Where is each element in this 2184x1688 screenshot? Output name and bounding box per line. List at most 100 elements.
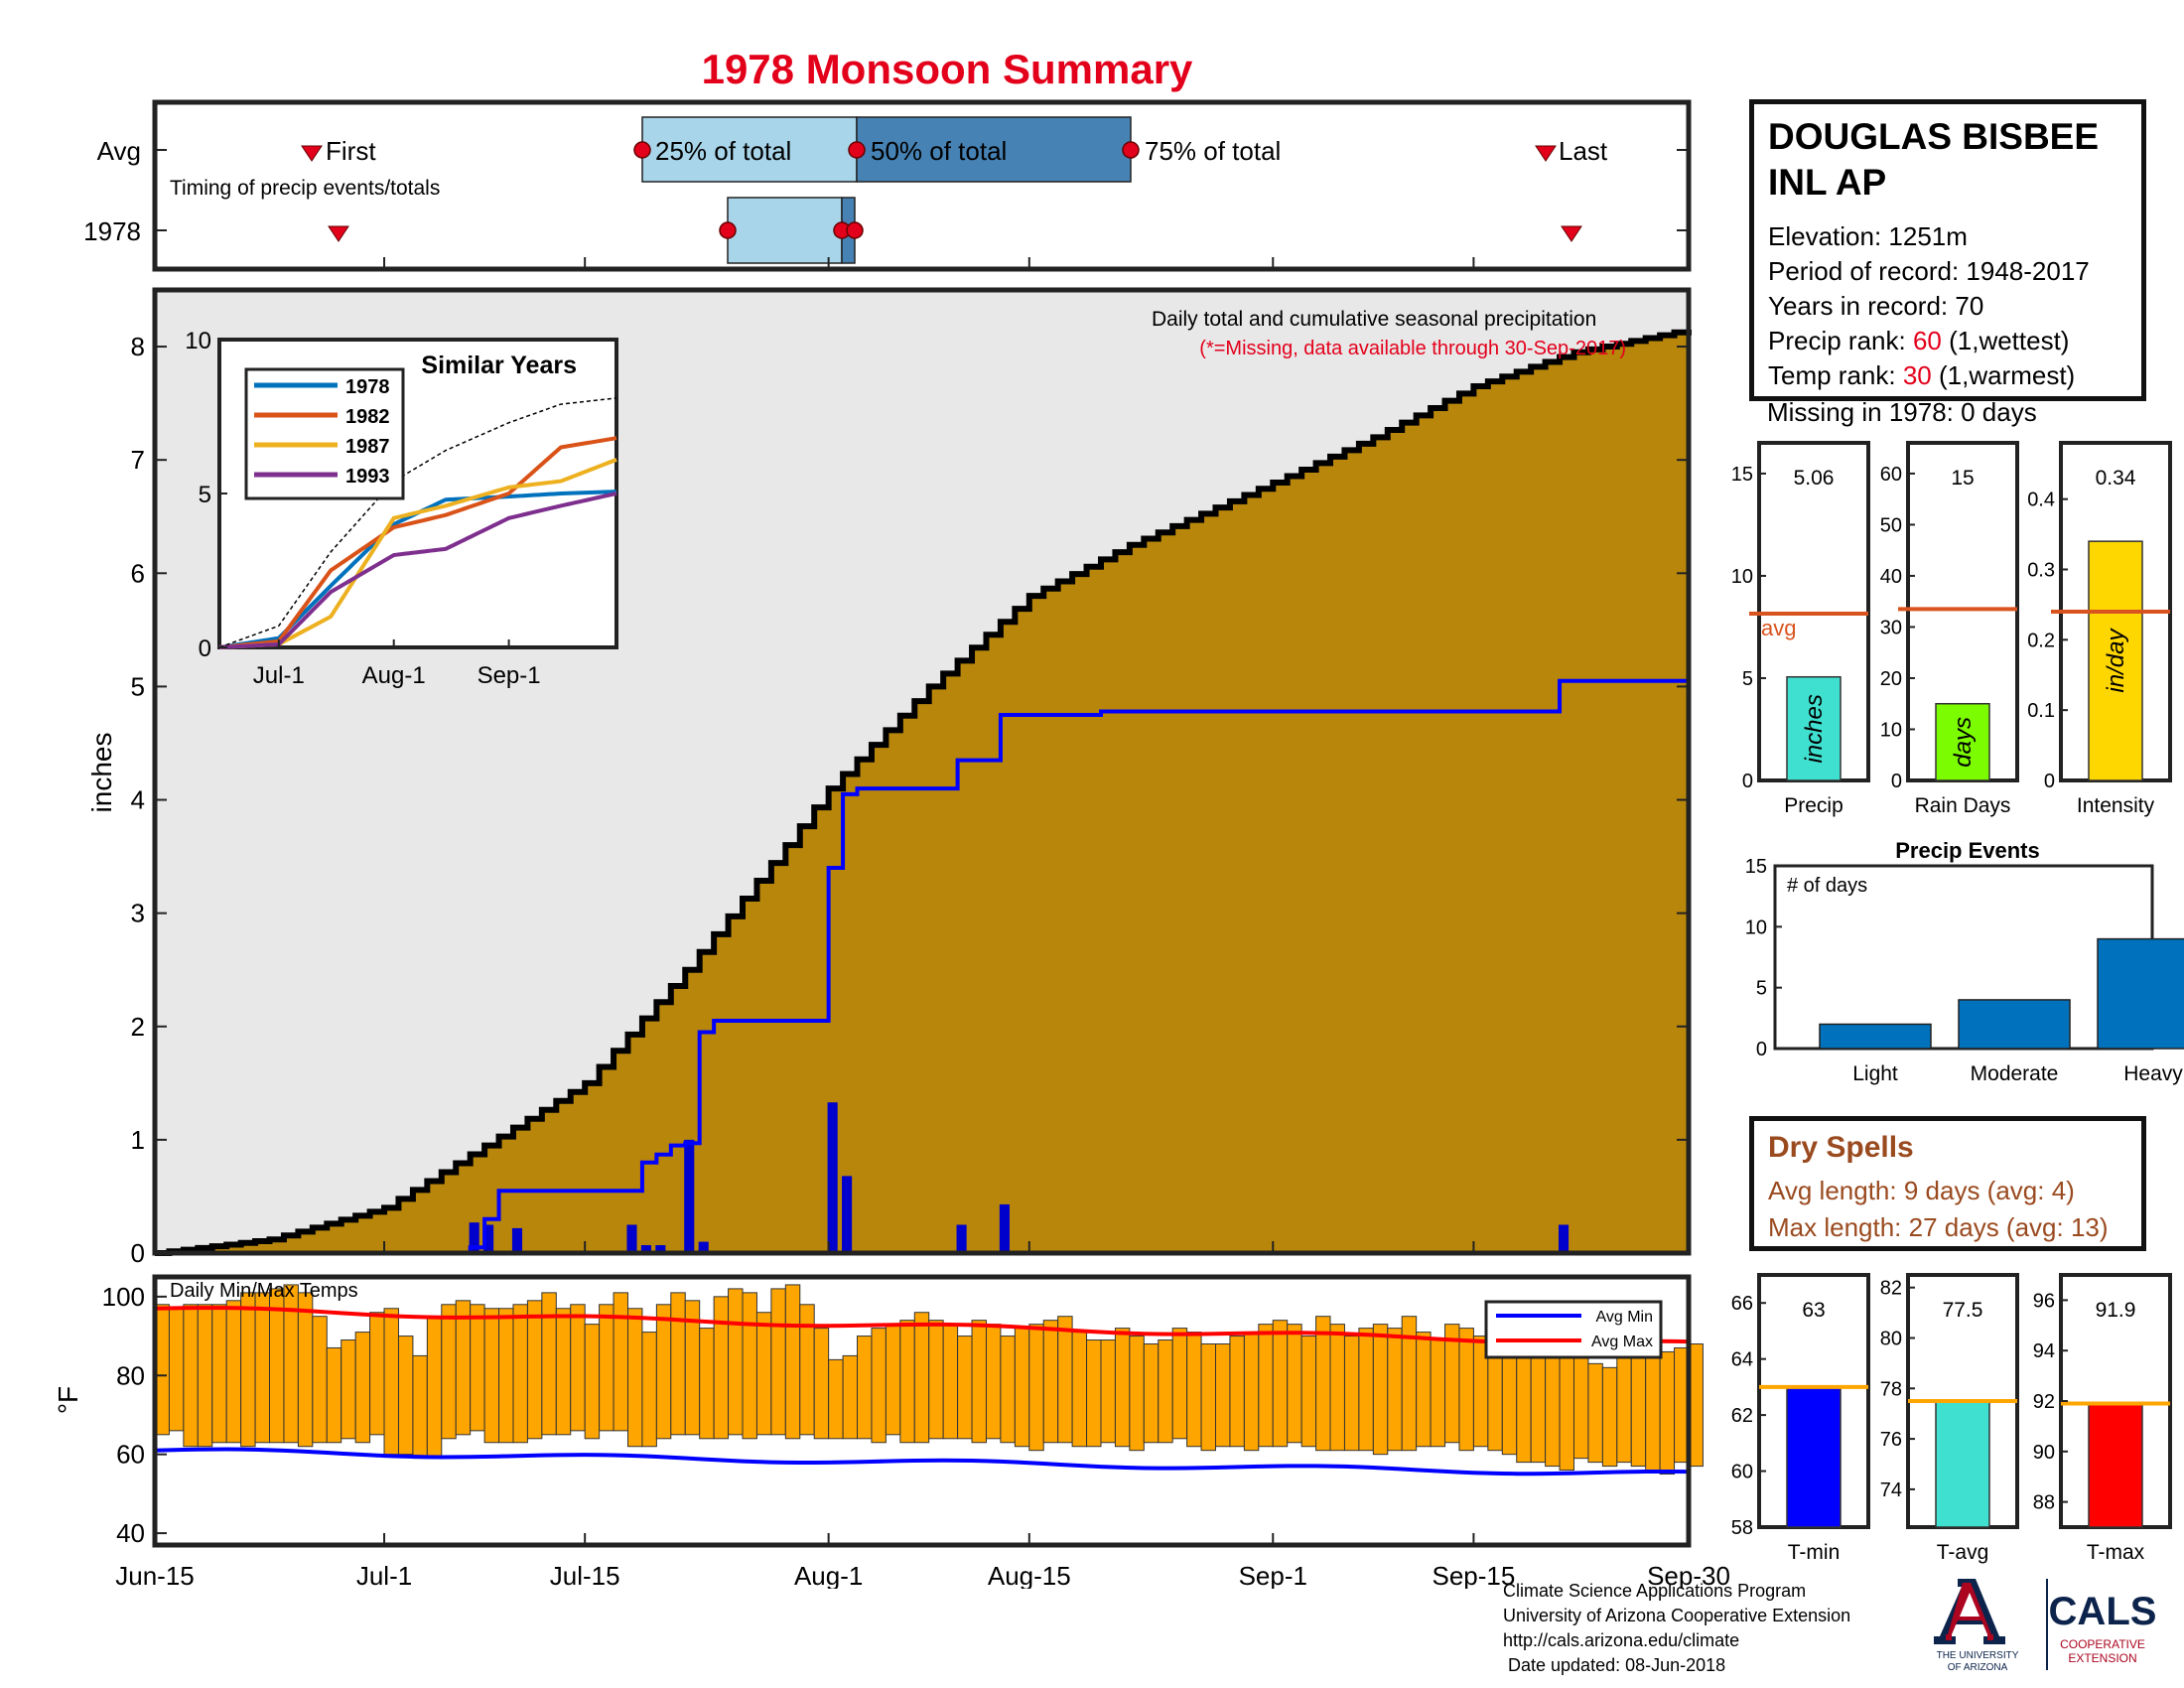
ua-name-line1: THE UNIVERSITY xyxy=(1937,1650,2019,1661)
temp-day-bar xyxy=(1616,1354,1632,1464)
cals-wordmark: CALS xyxy=(2049,1590,2157,1633)
rain_days-bar xyxy=(1935,702,1990,781)
temp-day-bar xyxy=(899,1320,915,1444)
events-category-label: Light xyxy=(1852,1062,1898,1085)
temp-day-bar xyxy=(913,1312,930,1444)
inset-axes: 0 5 10 Jul-1 Aug-1 Sep-1 xyxy=(185,328,540,689)
avg-cumulative-line xyxy=(155,329,1692,1256)
temp-day-bar xyxy=(455,1300,472,1436)
main-ytick-label: 6 xyxy=(131,558,145,588)
rain_days-ytick-label: 20 xyxy=(1880,668,1902,690)
tmax-label: T-max xyxy=(2087,1541,2145,1564)
temp-day-bar xyxy=(570,1304,586,1432)
temp-ytick-label: 100 xyxy=(102,1282,145,1312)
rain_days-ytick-label: 10 xyxy=(1880,719,1902,741)
dry-spells-box: Dry Spells Avg length: 9 days (avg: 4) M… xyxy=(1749,1116,2146,1251)
intensity-ytick-label: 0.2 xyxy=(2027,630,2055,651)
rain_days-ytick-label: 50 xyxy=(1880,514,1902,536)
inset-line-1987 xyxy=(218,458,617,649)
inset-xtick-label: Aug-1 xyxy=(362,662,426,689)
legend-avg-max-label: Avg Max xyxy=(1591,1334,1653,1350)
temp-day-bar xyxy=(713,1296,730,1440)
temp-ylabel: °F xyxy=(53,1386,83,1414)
cumulative-lines xyxy=(155,329,1692,1256)
events-ytick-label: 10 xyxy=(1745,916,1767,938)
tmax-ytick-label: 88 xyxy=(2033,1492,2055,1514)
events-ytick-label: 5 xyxy=(1756,978,1767,1000)
temp-day-bar xyxy=(985,1324,1002,1440)
station-period: Period of record: 1948-2017 xyxy=(1768,256,2090,286)
similar-years-inset: Similar Years 1978 1982 1987 1993 0 5 10 Jul-1… xyxy=(185,328,618,689)
temp-day-bar xyxy=(626,1308,643,1448)
temp-day-bar xyxy=(957,1336,973,1440)
tmin-ytick-label: 58 xyxy=(1731,1517,1753,1539)
main-xtick-label: Aug-1 xyxy=(794,1561,863,1589)
temp-day-bar xyxy=(1057,1316,1073,1444)
station-precip-rank: Precip rank: 60 (1,wettest) xyxy=(1768,326,2070,355)
tmin-bar xyxy=(1786,1386,1842,1528)
temp-day-bar xyxy=(857,1336,873,1440)
main-ytick-label: 8 xyxy=(131,332,145,361)
temp-day-bar xyxy=(1114,1328,1131,1448)
daily-precip-bar xyxy=(469,1222,479,1253)
tmax-value: 91.9 xyxy=(2096,1299,2136,1322)
events-bar xyxy=(2097,937,2184,1050)
main-annotation: Daily total and cumulative seasonal prec… xyxy=(1152,308,1596,331)
temp-day-bar xyxy=(383,1308,399,1456)
station-info-box: DOUGLAS BISBEE INL AP Elevation: 1251m P… xyxy=(1749,99,2146,401)
footer-credits: Climate Science Applications Program Uni… xyxy=(1503,1581,1851,1675)
temp-day-bar xyxy=(412,1354,428,1460)
temp-day-bar xyxy=(369,1312,385,1436)
temp-day-bar xyxy=(641,1332,657,1448)
main-ylabel: inches xyxy=(86,733,117,813)
main-xtick-label: Aug-15 xyxy=(988,1561,1071,1589)
main-precip-chart: 0 1 2 3 4 5 6 7 8 inches Daily total and cumulat… xyxy=(53,287,1730,1589)
timing-ticks xyxy=(154,149,1690,269)
events-bar xyxy=(1958,999,2071,1050)
temp-ytick-label: 40 xyxy=(116,1518,145,1548)
main-xtick-label: Sep-30 xyxy=(1647,1561,1730,1589)
p50-label: 50% of total xyxy=(871,136,1007,166)
tmax-stat-chart: 88 90 92 94 96 91.9 T-max xyxy=(2033,1273,2172,1564)
inset-ytick-label: 5 xyxy=(199,482,211,508)
inset-title: Similar Years xyxy=(421,352,577,379)
temp-day-bar xyxy=(269,1288,285,1444)
precip-ytick-label: 15 xyxy=(1731,464,1753,486)
precip-value: 5.06 xyxy=(1794,467,1835,490)
temp-day-bar xyxy=(1243,1332,1260,1452)
avg-cumulative-fill xyxy=(155,329,1689,1253)
cals-sub-line2: EXTENSION xyxy=(2068,1651,2136,1665)
temp-avg-lines xyxy=(154,1306,1690,1477)
main-ytick-label: 1 xyxy=(131,1125,145,1155)
temp-day-bar xyxy=(211,1304,227,1444)
tmin-ytick-label: 62 xyxy=(1731,1405,1753,1427)
tmin-value: 63 xyxy=(1802,1299,1825,1322)
timing-row-avg: Avg xyxy=(97,136,141,166)
temp-day-bar xyxy=(1258,1324,1274,1448)
temp-day-bar xyxy=(1659,1350,1676,1476)
tmin-ytick-label: 66 xyxy=(1731,1293,1753,1315)
temp-day-bar xyxy=(1358,1328,1374,1452)
main-ytick-label: 4 xyxy=(131,785,145,815)
temp-day-bar xyxy=(441,1304,457,1440)
temp-day-bar xyxy=(1272,1320,1289,1448)
temp-day-bar xyxy=(1430,1339,1446,1448)
main-ytick-label: 0 xyxy=(131,1238,145,1268)
temp-day-bar xyxy=(784,1284,801,1440)
temp-day-bar xyxy=(1487,1343,1503,1452)
inset-xtick-label: Sep-1 xyxy=(478,662,541,689)
temp-day-bar xyxy=(225,1300,242,1444)
tavg-ytick-label: 78 xyxy=(1880,1378,1902,1400)
temp-day-bar xyxy=(240,1292,256,1448)
temp-day-bar xyxy=(512,1304,528,1444)
timing-note: Timing of precip events/totals xyxy=(170,177,440,200)
temp-day-bar xyxy=(942,1324,959,1440)
tavg-stat-chart: 74 76 78 80 82 77.5 T-avg xyxy=(1880,1273,2019,1564)
temp-day-bar xyxy=(1200,1343,1217,1452)
temp-day-bar xyxy=(670,1292,686,1436)
ua-name-line2: OF ARIZONA xyxy=(1948,1662,2008,1673)
temp-day-bar xyxy=(1645,1343,1661,1472)
temp-day-bar xyxy=(1143,1343,1160,1444)
rain_days-ytick-label: 0 xyxy=(1891,771,1902,792)
precip-avg-label: avg xyxy=(1761,616,1796,640)
